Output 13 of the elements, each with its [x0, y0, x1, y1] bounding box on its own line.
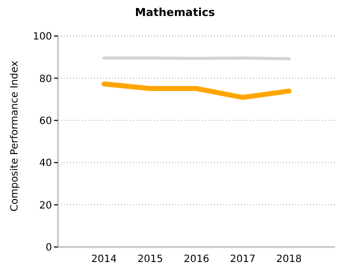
x-tick-label: 2015 [138, 254, 163, 266]
x-tick-label: 2017 [230, 254, 256, 266]
x-tick-label: 2016 [184, 254, 210, 266]
y-tick-label: 80 [39, 74, 52, 85]
y-tick-label: 60 [39, 116, 52, 127]
x-tick-label: 2014 [91, 254, 117, 266]
y-axis-title: Composite Performance Index [10, 60, 21, 212]
chart-title: Mathematics [134, 6, 216, 19]
y-tick-label: 20 [39, 200, 52, 212]
y-tick-label: 40 [39, 158, 52, 170]
x-tick-label: 2018 [276, 254, 302, 266]
y-tick-label: 0 [46, 242, 52, 254]
y-tick-label: 100 [32, 32, 52, 43]
